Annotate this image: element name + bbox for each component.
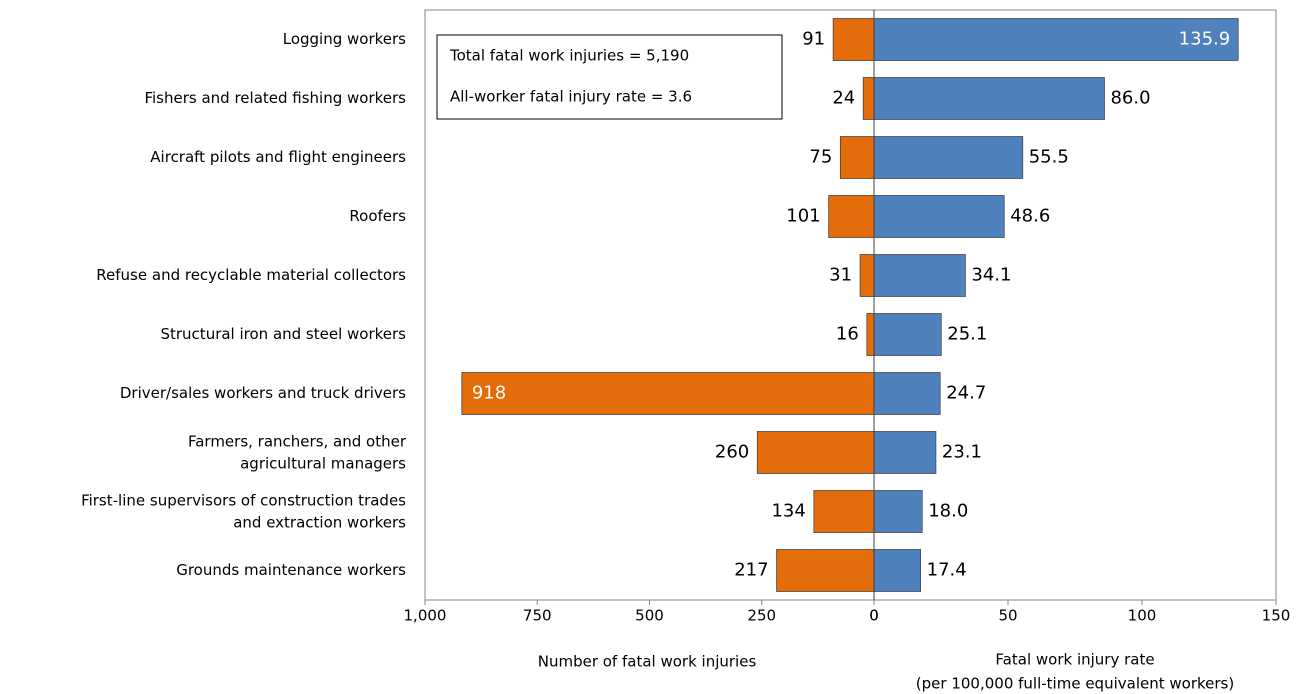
category-label: Driver/sales workers and truck drivers — [120, 384, 406, 402]
data-label: 23.1 — [942, 442, 982, 463]
data-label: 16 — [836, 324, 859, 345]
bar — [839, 136, 875, 179]
data-label: 135.9 — [1179, 29, 1231, 50]
annotation: Total fatal work injuries = 5,190 — [449, 47, 689, 65]
category-label: Refuse and recyclable material collector… — [96, 266, 406, 284]
data-label: 17.4 — [927, 560, 967, 581]
annotation: All-worker fatal injury rate = 3.6 — [450, 88, 692, 106]
data-label: 134 — [771, 501, 805, 522]
data-label: 48.6 — [1010, 206, 1050, 227]
category-label: Roofers — [349, 207, 406, 225]
data-label: 24 — [832, 88, 855, 109]
category-label: Grounds maintenance workers — [176, 561, 406, 579]
bar — [873, 313, 942, 356]
x-tick-label: 150 — [1262, 607, 1291, 625]
bar — [873, 136, 1024, 179]
data-label: 86.0 — [1110, 88, 1150, 109]
data-label: 18.0 — [928, 501, 968, 522]
bar — [813, 490, 875, 533]
bar — [828, 195, 875, 238]
bar — [873, 490, 923, 533]
category-label: Fishers and related fishing workers — [144, 89, 406, 107]
data-label: 55.5 — [1029, 147, 1069, 168]
bar — [862, 77, 875, 120]
x-tick-label: 0 — [869, 607, 879, 625]
x-axis-label: Number of fatal work injuries — [538, 653, 757, 671]
x-tick-label: 0 — [869, 607, 879, 625]
bar — [873, 195, 1005, 238]
data-label: 34.1 — [971, 265, 1011, 286]
x-tick-label: 250 — [747, 607, 776, 625]
data-label: 75 — [809, 147, 832, 168]
bar — [873, 372, 941, 415]
data-label: 91 — [802, 29, 825, 50]
bar — [873, 77, 1105, 120]
data-label: 260 — [715, 442, 749, 463]
category-label: Aircraft pilots and flight engineers — [150, 148, 406, 166]
plot-area — [424, 9, 1277, 601]
bar — [873, 549, 922, 592]
bar — [873, 254, 966, 297]
data-label: 217 — [734, 560, 768, 581]
bar — [873, 431, 937, 474]
annotation-box — [436, 34, 783, 120]
category-label: Farmers, ranchers, and other agricultural… — [188, 432, 407, 472]
x2-axis-label: Fatal work injury rate — [995, 651, 1154, 669]
data-label: 31 — [829, 265, 852, 286]
category-label: First-line supervisors of construction t… — [81, 491, 406, 531]
data-label: 25.1 — [947, 324, 987, 345]
bar — [461, 372, 875, 415]
bar — [832, 18, 875, 61]
bar — [873, 18, 1239, 61]
data-label: 918 — [472, 383, 506, 404]
x2-axis-label: (per 100,000 full-time equivalent worker… — [916, 675, 1234, 693]
x-tick-label: 50 — [998, 607, 1017, 625]
bar — [866, 313, 875, 356]
x-tick-label: 1,000 — [404, 607, 447, 625]
x-tick-label: 100 — [1128, 607, 1157, 625]
category-label: Logging workers — [283, 30, 406, 48]
bar — [859, 254, 875, 297]
category-label: Structural iron and steel workers — [160, 325, 406, 343]
data-label: 101 — [786, 206, 820, 227]
x-tick-label: 750 — [523, 607, 552, 625]
bar — [756, 431, 875, 474]
data-label: 24.7 — [946, 383, 986, 404]
bar — [776, 549, 875, 592]
x-tick-label: 500 — [635, 607, 664, 625]
